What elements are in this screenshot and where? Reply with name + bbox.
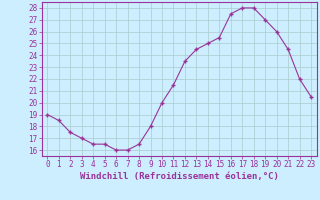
X-axis label: Windchill (Refroidissement éolien,°C): Windchill (Refroidissement éolien,°C) <box>80 172 279 181</box>
